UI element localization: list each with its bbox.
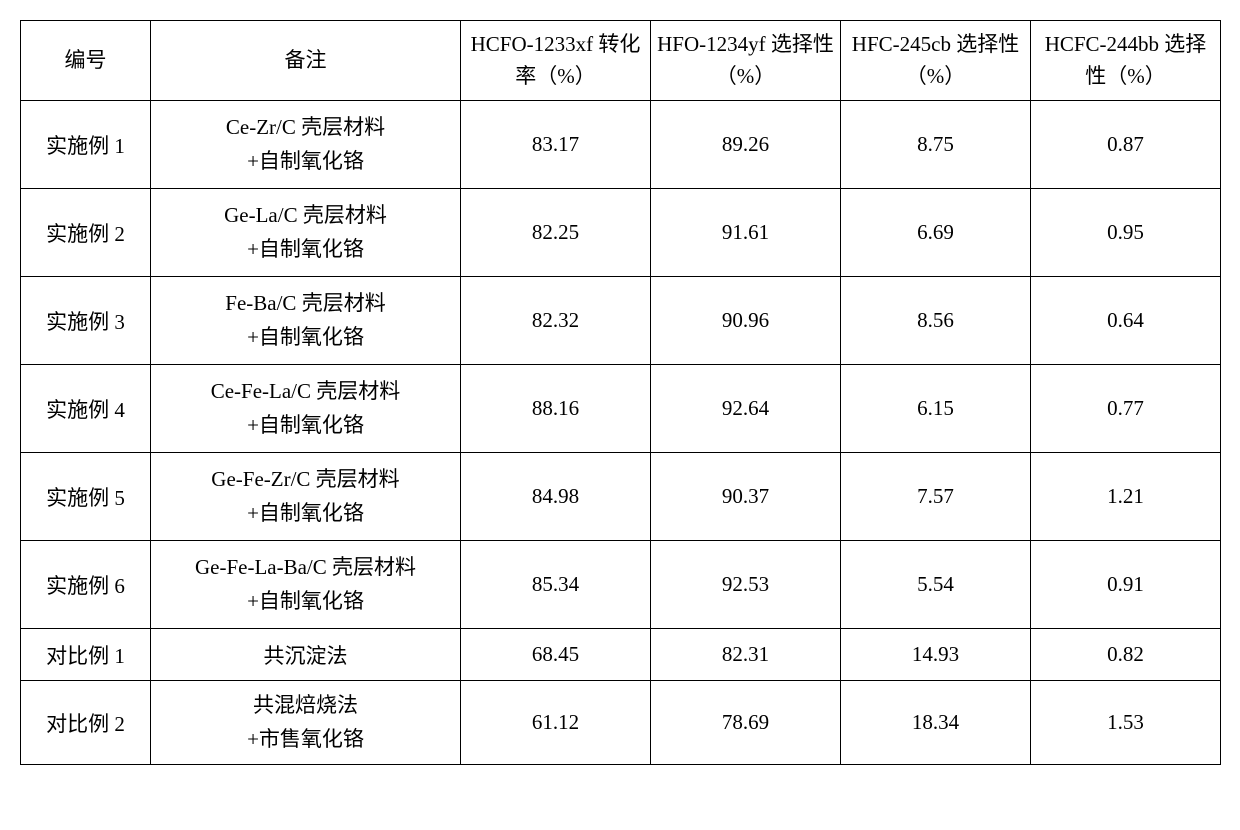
data-table: 编号 备注 HCFO-1233xf 转化率（%） HFO-1234yf 选择性（… [20,20,1221,765]
cell-hfo: 90.37 [651,453,841,541]
cell-remark: 共沉淀法 [151,629,461,681]
cell-hcfo: 83.17 [461,101,651,189]
table-row: 对比例 2 共混焙烧法 +市售氧化铬 61.12 78.69 18.34 1.53 [21,681,1221,765]
remark-line2: +自制氧化铬 [247,413,364,437]
cell-hcfc: 0.87 [1031,101,1221,189]
cell-hfo: 90.96 [651,277,841,365]
cell-hcfc: 0.91 [1031,541,1221,629]
cell-hfc: 8.75 [841,101,1031,189]
cell-id: 实施例 6 [21,541,151,629]
remark-line2: +自制氧化铬 [247,501,364,525]
remark-line2: +市售氧化铬 [247,727,364,751]
table-row: 实施例 3 Fe-Ba/C 壳层材料 +自制氧化铬 82.32 90.96 8.5… [21,277,1221,365]
cell-hcfc: 1.21 [1031,453,1221,541]
cell-hcfo: 85.34 [461,541,651,629]
remark-line2: +自制氧化铬 [247,589,364,613]
cell-hcfo: 84.98 [461,453,651,541]
table-row: 对比例 1 共沉淀法 68.45 82.31 14.93 0.82 [21,629,1221,681]
remark-line1: Ce-Fe-La/C 壳层材料 [211,379,401,403]
cell-remark: 共混焙烧法 +市售氧化铬 [151,681,461,765]
table-body: 实施例 1 Ce-Zr/C 壳层材料 +自制氧化铬 83.17 89.26 8.7… [21,101,1221,765]
cell-hfo: 92.53 [651,541,841,629]
cell-remark: Fe-Ba/C 壳层材料 +自制氧化铬 [151,277,461,365]
table-row: 实施例 5 Ge-Fe-Zr/C 壳层材料+自制氧化铬 84.98 90.37 … [21,453,1221,541]
cell-hcfo: 82.25 [461,189,651,277]
cell-hfc: 18.34 [841,681,1031,765]
cell-remark: Ce-Fe-La/C 壳层材料 +自制氧化铬 [151,365,461,453]
remark-line1: Ge-Fe-Zr/C 壳层材料 [211,467,399,491]
remark-line1: Ge-Fe-La-Ba/C 壳层材料 [195,555,416,579]
cell-hfc: 5.54 [841,541,1031,629]
table-header-row: 编号 备注 HCFO-1233xf 转化率（%） HFO-1234yf 选择性（… [21,21,1221,101]
cell-hfc: 14.93 [841,629,1031,681]
cell-id: 实施例 4 [21,365,151,453]
table-row: 实施例 6 Ge-Fe-La-Ba/C 壳层材料 +自制氧化铬 85.34 92.… [21,541,1221,629]
cell-hfo: 82.31 [651,629,841,681]
cell-hfc: 7.57 [841,453,1031,541]
cell-id: 实施例 3 [21,277,151,365]
cell-remark: Ge-La/C 壳层材料 +自制氧化铬 [151,189,461,277]
remark-line2: +自制氧化铬 [247,237,364,261]
cell-id: 实施例 1 [21,101,151,189]
cell-hcfo: 88.16 [461,365,651,453]
remark-line1: 共混焙烧法 [253,693,358,717]
cell-hfc: 8.56 [841,277,1031,365]
cell-hfc: 6.15 [841,365,1031,453]
cell-remark: Ge-Fe-La-Ba/C 壳层材料 +自制氧化铬 [151,541,461,629]
header-hfo: HFO-1234yf 选择性（%） [651,21,841,101]
header-id: 编号 [21,21,151,101]
remark-line1: Fe-Ba/C 壳层材料 [225,291,385,315]
cell-hcfo: 82.32 [461,277,651,365]
table-row: 实施例 1 Ce-Zr/C 壳层材料 +自制氧化铬 83.17 89.26 8.7… [21,101,1221,189]
remark-line1: Ce-Zr/C 壳层材料 [226,115,385,139]
cell-hfo: 91.61 [651,189,841,277]
remark-line1: 共沉淀法 [264,644,348,668]
cell-hcfc: 1.53 [1031,681,1221,765]
cell-hcfo: 61.12 [461,681,651,765]
cell-id: 实施例 2 [21,189,151,277]
remark-line2: +自制氧化铬 [247,149,364,173]
cell-id: 对比例 2 [21,681,151,765]
cell-remark: Ce-Zr/C 壳层材料 +自制氧化铬 [151,101,461,189]
header-hfc: HFC-245cb 选择性（%） [841,21,1031,101]
remark-line1: Ge-La/C 壳层材料 [224,203,387,227]
cell-hfo: 89.26 [651,101,841,189]
cell-hfo: 92.64 [651,365,841,453]
cell-remark: Ge-Fe-Zr/C 壳层材料 +自制氧化铬 [151,453,461,541]
table-row: 实施例 4 Ce-Fe-La/C 壳层材料+自制氧化铬 88.16 92.64 … [21,365,1221,453]
cell-hcfc: 0.77 [1031,365,1221,453]
cell-hfc: 6.69 [841,189,1031,277]
cell-hcfo: 68.45 [461,629,651,681]
cell-hcfc: 0.82 [1031,629,1221,681]
header-remark: 备注 [151,21,461,101]
header-hcfc: HCFC-244bb 选择性（%） [1031,21,1221,101]
cell-hcfc: 0.64 [1031,277,1221,365]
cell-hcfc: 0.95 [1031,189,1221,277]
header-hcfo: HCFO-1233xf 转化率（%） [461,21,651,101]
table-row: 实施例 2 Ge-La/C 壳层材料 +自制氧化铬 82.25 91.61 6.6… [21,189,1221,277]
cell-hfo: 78.69 [651,681,841,765]
remark-line2: +自制氧化铬 [247,325,364,349]
cell-id: 实施例 5 [21,453,151,541]
cell-id: 对比例 1 [21,629,151,681]
